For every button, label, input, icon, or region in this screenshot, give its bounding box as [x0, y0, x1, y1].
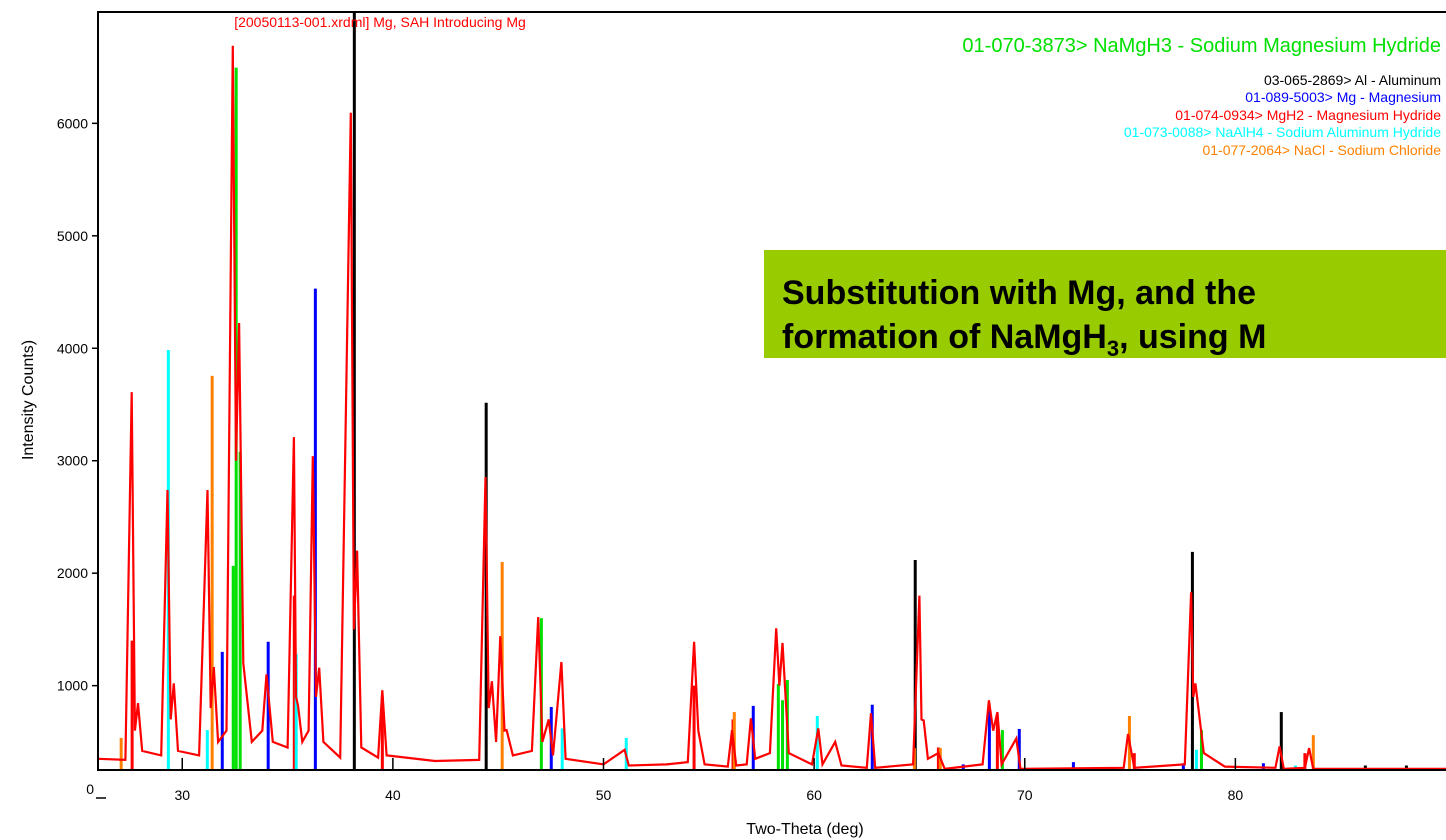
- annotation-text: , using M: [1119, 318, 1266, 356]
- x-tick-label: 60: [806, 787, 822, 803]
- annotation-line: formation of NaMgH3, using M: [782, 318, 1266, 361]
- y-tick-label: 4000: [57, 340, 88, 356]
- x-tick-label: 80: [1228, 787, 1244, 803]
- pattern: [97, 45, 1446, 771]
- annotation-box: [764, 250, 1446, 358]
- annotation-text: formation of NaMgH: [782, 318, 1107, 356]
- pattern-line: [97, 45, 1446, 771]
- legend-entry: 01-074-0934> MgH2 - Magnesium Hydride: [1175, 107, 1441, 123]
- x-tick-label: 70: [1017, 787, 1033, 803]
- y-tick-label: 1000: [57, 678, 88, 694]
- y-tick-label: 5000: [57, 228, 88, 244]
- legend-entry: 03-065-2869> Al - Aluminum: [1264, 72, 1441, 88]
- legend-entry: 01-077-2064> NaCl - Sodium Chloride: [1202, 142, 1441, 158]
- annotation-text: Substitution with Mg, and the: [782, 274, 1256, 312]
- legend-entry: 01-070-3873> NaMgH3 - Sodium Magnesium H…: [962, 35, 1441, 57]
- x-tick-label: 50: [596, 787, 612, 803]
- y-origin-label: 0: [86, 781, 94, 797]
- legend-entry: 01-073-0088> NaAlH4 - Sodium Aluminum Hy…: [1124, 124, 1441, 140]
- x-axis-label: Two-Theta (deg): [746, 821, 863, 838]
- y-tick-label: 2000: [57, 565, 88, 581]
- pattern-title: [20050113-001.xrdml] Mg, SAH Introducing…: [234, 14, 526, 30]
- y-axis-label: Intensity Counts): [20, 340, 37, 460]
- legend-entry: 01-089-5003> Mg - Magnesium: [1245, 89, 1441, 105]
- x-tick-label: 30: [174, 787, 190, 803]
- annotation-subscript: 3: [1107, 336, 1119, 361]
- plot-frame: [97, 11, 1446, 771]
- x-tick-label: 40: [385, 787, 401, 803]
- y-tick-label: 6000: [57, 115, 88, 131]
- y-tick-label: 3000: [57, 453, 88, 469]
- annotation-line: Substitution with Mg, and the: [782, 274, 1256, 312]
